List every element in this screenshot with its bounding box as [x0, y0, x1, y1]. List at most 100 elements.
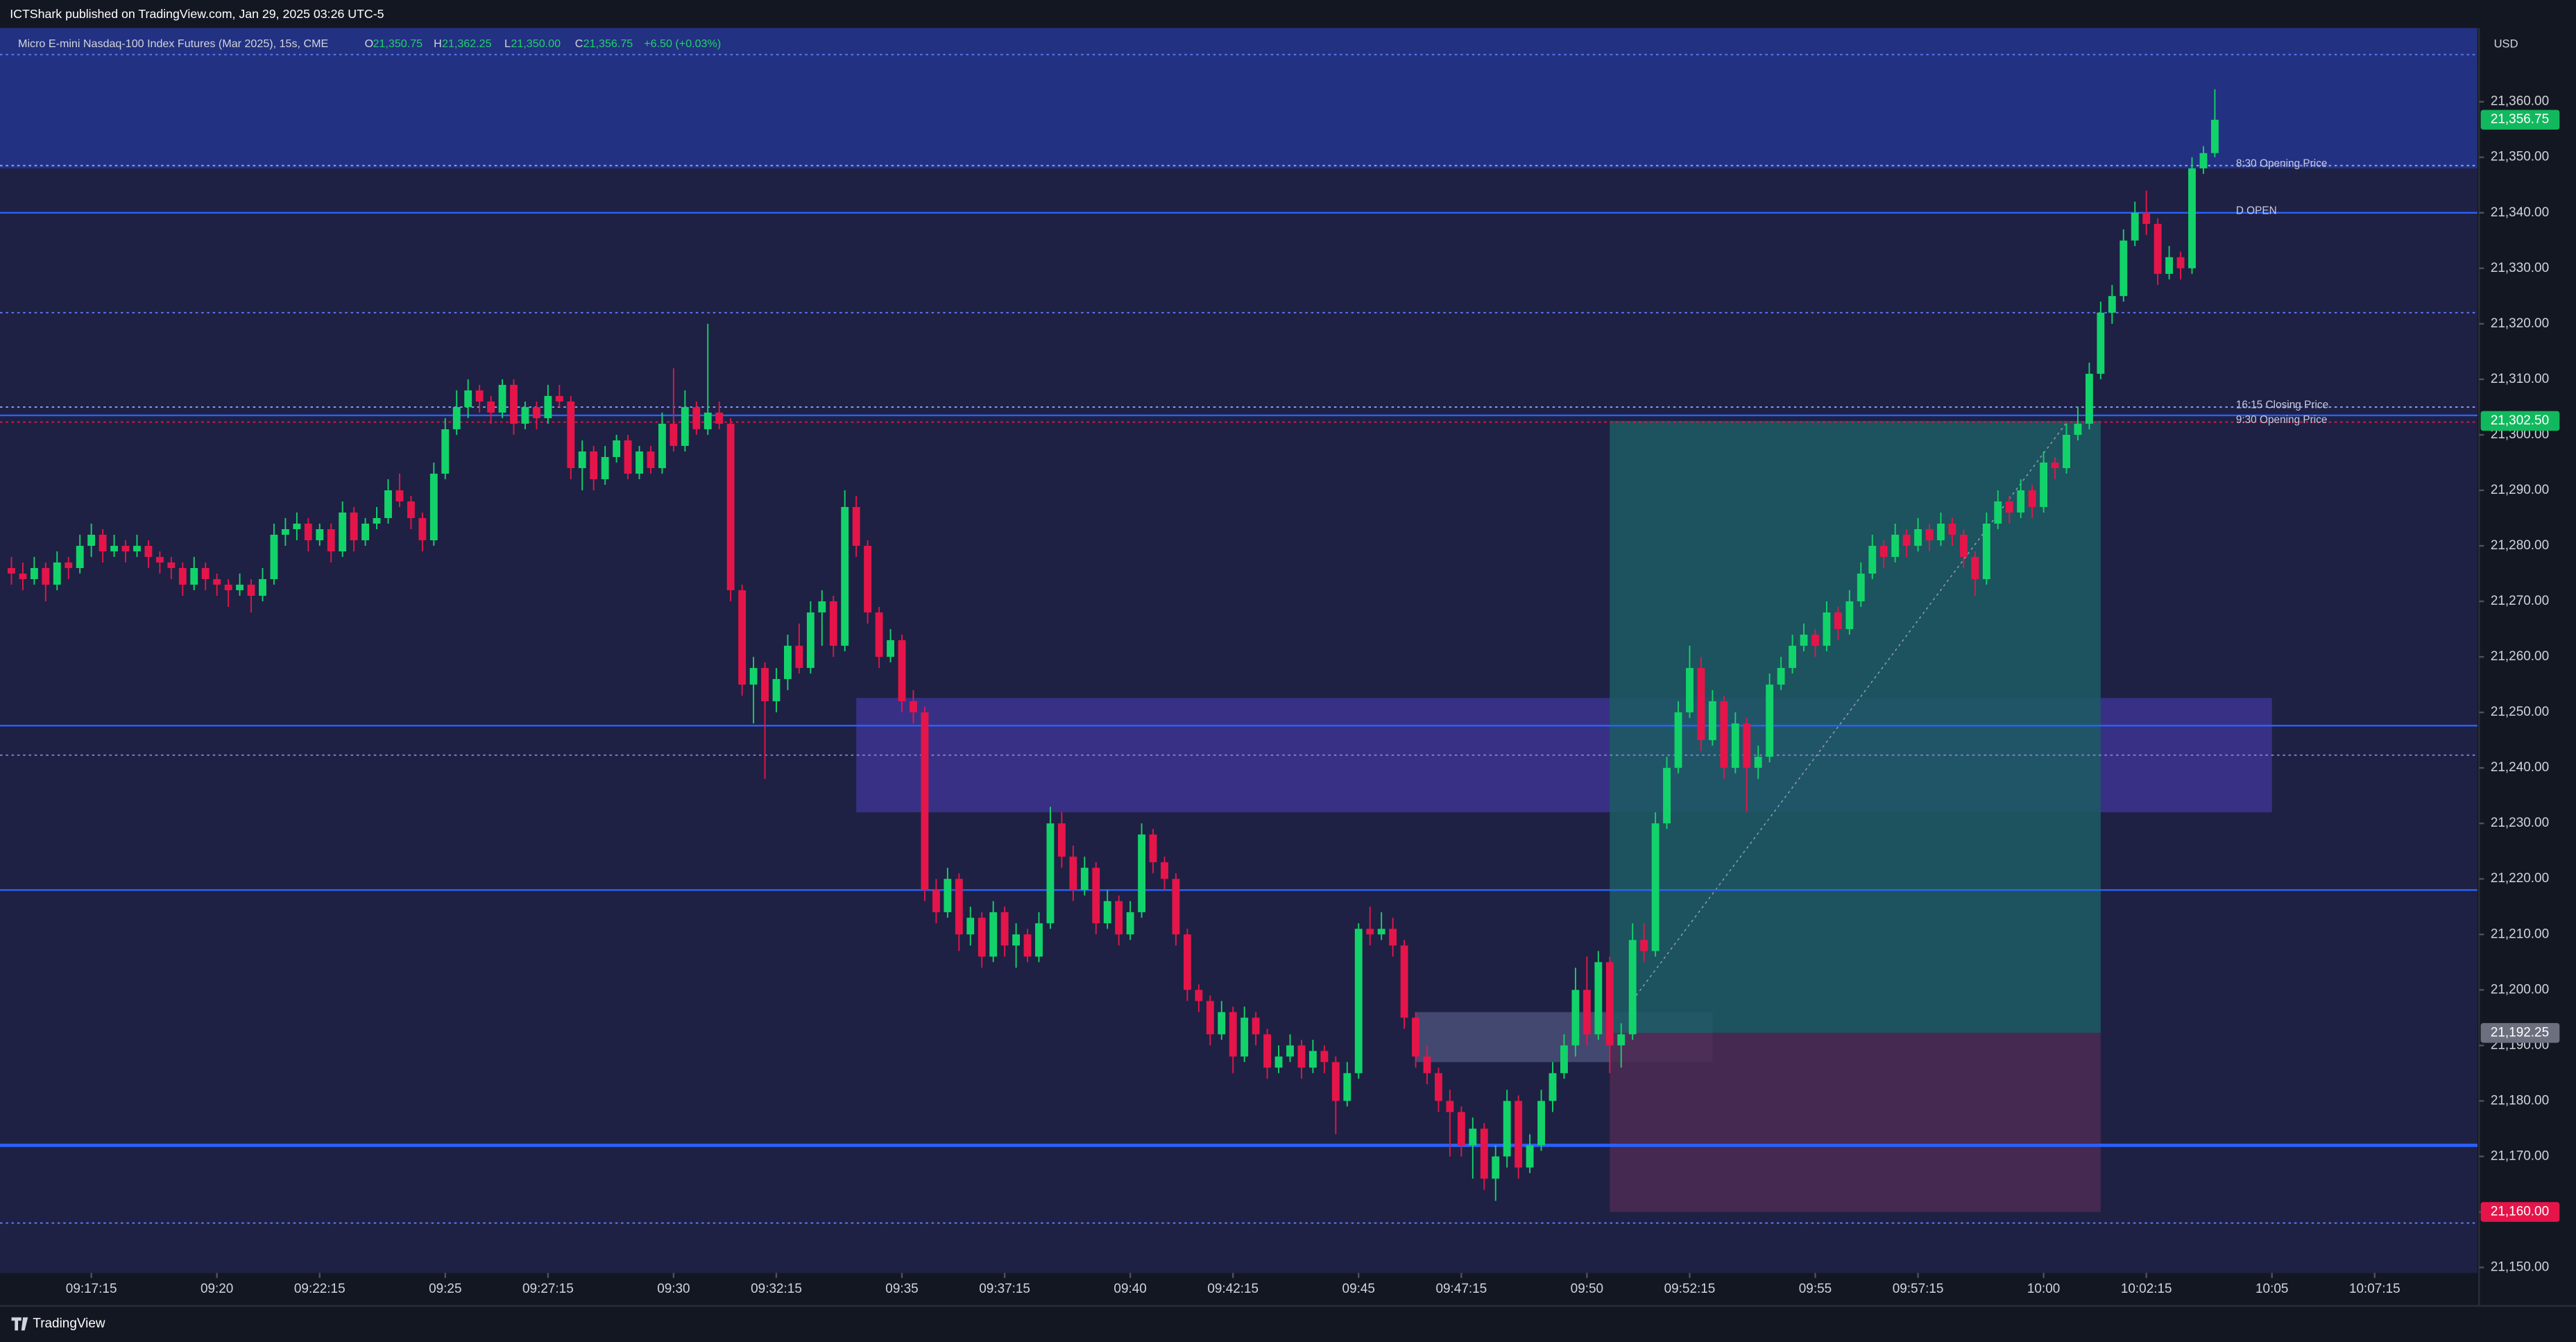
candle-body [1686, 668, 1694, 713]
candle-body [1252, 1017, 1260, 1035]
candle-body [1857, 574, 1865, 602]
candle-body [1080, 868, 1089, 891]
candle-body [316, 529, 324, 541]
price-tag-label: 21,302.50 [2491, 413, 2549, 428]
x-tick-label: 09:20 [201, 1282, 233, 1296]
candle-body [1891, 535, 1900, 558]
candle-body [2142, 212, 2151, 224]
candle-body [703, 412, 712, 429]
candle-body [1195, 990, 1203, 1001]
level-label: 8:30 Opening Price [2236, 157, 2328, 169]
candle-body [1766, 685, 1774, 757]
candle-body [1743, 723, 1751, 768]
price-tag [2480, 1202, 2560, 1222]
x-tick-label: 09:52:15 [1664, 1282, 1716, 1296]
x-tick-label: 09:32:15 [751, 1282, 802, 1296]
candle-body [978, 918, 986, 957]
x-tick-label: 09:57:15 [1893, 1282, 1944, 1296]
candle-body [1172, 879, 1180, 935]
y-tick-label: 21,150.00 [2491, 1260, 2549, 1275]
candle-body [464, 390, 472, 407]
y-tick-label: 21,210.00 [2491, 927, 2549, 941]
candle-body [944, 879, 952, 913]
candle-body [1605, 962, 1614, 1046]
candle-body [2131, 212, 2139, 241]
candle-body [270, 535, 278, 580]
candle-body [624, 440, 632, 474]
brand-logo [11, 1317, 28, 1331]
position-profit [1610, 420, 2101, 1033]
candle-body [647, 451, 655, 468]
candle-body [281, 529, 289, 535]
candle-body [87, 535, 96, 547]
candle-body [144, 546, 153, 558]
candle-body [1457, 1112, 1465, 1146]
candle-body [1126, 912, 1134, 935]
candle-body [2074, 423, 2082, 435]
candle-body [1948, 524, 1956, 535]
candle-body [1937, 524, 1945, 541]
candle-body [1320, 1051, 1329, 1063]
candle-body [1879, 546, 1888, 558]
candle-body [601, 456, 609, 479]
candle-body [1537, 1101, 1545, 1146]
candle-body [1446, 1101, 1454, 1112]
y-tick-label: 21,340.00 [2491, 205, 2549, 220]
x-tick-label: 10:05 [2255, 1282, 2288, 1296]
candle-body [1229, 1012, 1237, 1057]
candle-body [1720, 701, 1728, 768]
candle-body [784, 646, 792, 680]
candle-body [339, 512, 347, 552]
candle-body [99, 535, 107, 552]
price-tag [2480, 411, 2560, 431]
candle-body [761, 668, 769, 702]
candle-body [806, 612, 814, 669]
ohlc-key: O [365, 37, 374, 50]
candle-body [1023, 934, 1032, 957]
candle-body [121, 546, 130, 552]
candle-body [2040, 462, 2048, 507]
candle-body [1331, 1062, 1340, 1101]
ohlc-key: H [434, 37, 442, 50]
candle-body [1057, 823, 1066, 857]
candle-body [681, 406, 689, 446]
level-label: 16:15 Closing Price [2236, 399, 2328, 411]
candle-body [53, 562, 61, 585]
candle-body [2028, 490, 2036, 507]
candle-body [1708, 701, 1716, 741]
candle-body [1515, 1101, 1523, 1168]
ohlc-key: L [504, 37, 511, 50]
candle-body [1297, 1045, 1306, 1068]
candle-body [475, 390, 484, 402]
candle-body [692, 406, 701, 429]
candle-body [1161, 862, 1168, 879]
candle-body [567, 401, 575, 468]
candle-body [1902, 535, 1911, 547]
candle-body [1731, 723, 1739, 768]
y-tick-label: 21,170.00 [2491, 1149, 2549, 1163]
x-tick-label: 09:25 [429, 1282, 461, 1296]
candle-body [1012, 934, 1021, 946]
candle-body [350, 512, 358, 541]
candle-body [1503, 1101, 1511, 1157]
y-tick-label: 21,230.00 [2491, 816, 2549, 830]
candle-body [738, 590, 747, 685]
candle-body [1982, 524, 1990, 580]
x-tick-label: 09:40 [1114, 1282, 1146, 1296]
candle-body [1845, 601, 1854, 630]
x-tick-label: 09:50 [1571, 1282, 1603, 1296]
candle-body [921, 712, 929, 891]
candle-body [1492, 1156, 1500, 1179]
y-tick-label: 21,350.00 [2491, 150, 2549, 164]
candle-body [259, 579, 266, 596]
candle-body [910, 701, 917, 713]
candle-body [19, 574, 27, 580]
candle-body [1914, 529, 1922, 547]
candle-body [887, 640, 894, 657]
candle-body [1343, 1073, 1351, 1101]
candle-body [1868, 546, 1877, 574]
candle-body [2063, 434, 2070, 468]
candle-body [2188, 168, 2196, 268]
candle-body [544, 395, 552, 418]
price-tag-label: 21,160.00 [2491, 1204, 2549, 1219]
